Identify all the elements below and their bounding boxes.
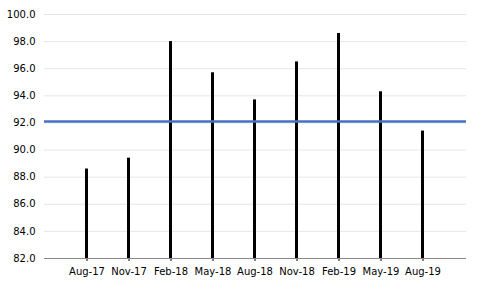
svg-text:Feb-18: Feb-18 [154,266,188,277]
svg-text:Aug-18: Aug-18 [237,266,273,277]
svg-text:Feb-19: Feb-19 [322,266,356,277]
svg-text:82.0: 82.0 [13,253,35,264]
svg-text:92.0: 92.0 [13,117,35,128]
svg-text:86.0: 86.0 [13,198,35,209]
svg-text:88.0: 88.0 [13,171,35,182]
svg-text:Aug-19: Aug-19 [405,266,441,277]
svg-text:100.0: 100.0 [7,9,36,20]
svg-text:Nov-18: Nov-18 [279,266,315,277]
svg-text:84.0: 84.0 [13,226,35,237]
svg-text:96.0: 96.0 [13,63,35,74]
svg-text:Aug-17: Aug-17 [69,266,105,277]
svg-text:May-18: May-18 [195,266,232,277]
svg-text:98.0: 98.0 [13,36,35,47]
svg-text:May-19: May-19 [363,266,400,277]
svg-text:90.0: 90.0 [13,144,35,155]
svg-text:94.0: 94.0 [13,90,35,101]
svg-text:Nov-17: Nov-17 [111,266,147,277]
